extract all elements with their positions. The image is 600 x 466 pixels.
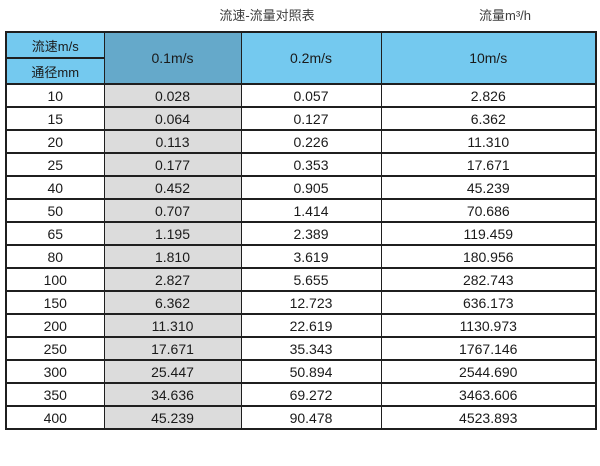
velocity-column-header: 10m/s (380, 31, 597, 85)
flow-value-cell: 636.173 (380, 290, 597, 315)
diameter-cell: 20 (5, 129, 105, 154)
flow-value-cell: 1767.146 (380, 336, 597, 361)
table-row: 50 0.707 1.414 70.686 (5, 198, 597, 223)
table-row: 10 0.028 0.057 2.826 (5, 83, 597, 108)
table-row: 200 11.310 22.619 1130.973 (5, 313, 597, 338)
table-row: 25 0.177 0.353 17.671 (5, 152, 597, 177)
flow-value-cell: 282.743 (380, 267, 597, 292)
flow-value-cell: 6.362 (103, 290, 242, 315)
flow-value-cell: 5.655 (240, 267, 382, 292)
flow-value-cell: 90.478 (240, 405, 382, 430)
flow-value-cell: 1.810 (103, 244, 242, 269)
flow-value-cell: 0.226 (240, 129, 382, 154)
table-title: 流速-流量对照表 (219, 8, 315, 23)
flow-value-cell: 0.064 (103, 106, 242, 131)
corner-diameter-label: 通径mm (5, 57, 105, 85)
flow-value-cell: 0.353 (240, 152, 382, 177)
diameter-cell: 300 (5, 359, 105, 384)
flow-value-cell: 17.671 (380, 152, 597, 177)
flow-value-cell: 0.905 (240, 175, 382, 200)
flow-value-cell: 0.113 (103, 129, 242, 154)
flow-unit-label: 流量m³/h (478, 8, 532, 23)
diameter-cell: 15 (5, 106, 105, 131)
diameter-cell: 10 (5, 83, 105, 108)
flow-value-cell: 12.723 (240, 290, 382, 315)
flow-value-cell: 1.414 (240, 198, 382, 223)
diameter-cell: 150 (5, 290, 105, 315)
flow-value-cell: 0.127 (240, 106, 382, 131)
table-row: 150 6.362 12.723 636.173 (5, 290, 597, 315)
table-row: 80 1.810 3.619 180.956 (5, 244, 597, 269)
flow-value-cell: 2.827 (103, 267, 242, 292)
flow-value-cell: 34.636 (103, 382, 242, 407)
flow-value-cell: 70.686 (380, 198, 597, 223)
flow-value-cell: 2544.690 (380, 359, 597, 384)
diameter-cell: 100 (5, 267, 105, 292)
diameter-cell: 200 (5, 313, 105, 338)
table-row: 65 1.195 2.389 119.459 (5, 221, 597, 246)
corner-velocity-label: 流速m/s (5, 31, 105, 59)
table-row: 15 0.064 0.127 6.362 (5, 106, 597, 131)
table-row: 350 34.636 69.272 3463.606 (5, 382, 597, 407)
flow-value-cell: 4523.893 (380, 405, 597, 430)
diameter-cell: 50 (5, 198, 105, 223)
header-row-bottom: 通径mm (5, 57, 596, 85)
flow-value-cell: 3.619 (240, 244, 382, 269)
flow-value-cell: 50.894 (240, 359, 382, 384)
flow-value-cell: 6.362 (380, 106, 597, 131)
flow-rate-table: 流速m/s 0.1m/s 0.2m/s 10m/s 通径mm 10 0.028 0.… (5, 31, 597, 430)
flow-value-cell: 45.239 (103, 405, 242, 430)
table-row: 100 2.827 5.655 282.743 (5, 267, 597, 292)
table-row: 250 17.671 35.343 1767.146 (5, 336, 597, 361)
velocity-column-header: 0.2m/s (240, 31, 382, 85)
flow-value-cell: 0.707 (103, 198, 242, 223)
table-row: 20 0.113 0.226 11.310 (5, 129, 597, 154)
flow-value-cell: 119.459 (380, 221, 597, 246)
diameter-cell: 80 (5, 244, 105, 269)
flow-value-cell: 1.195 (103, 221, 242, 246)
flow-value-cell: 11.310 (380, 129, 597, 154)
flow-value-cell: 11.310 (103, 313, 242, 338)
diameter-cell: 250 (5, 336, 105, 361)
flow-value-cell: 35.343 (240, 336, 382, 361)
flow-value-cell: 180.956 (380, 244, 597, 269)
flow-value-cell: 0.028 (103, 83, 242, 108)
table-row: 400 45.239 90.478 4523.893 (5, 405, 597, 430)
flow-value-cell: 0.177 (103, 152, 242, 177)
table-header: 流速m/s 0.1m/s 0.2m/s 10m/s 通径mm (5, 31, 597, 85)
flow-value-cell: 25.447 (103, 359, 242, 384)
flow-value-cell: 69.272 (240, 382, 382, 407)
flow-value-cell: 1130.973 (380, 313, 597, 338)
flow-value-cell: 17.671 (103, 336, 242, 361)
diameter-cell: 65 (5, 221, 105, 246)
header-row-top: 流速m/s 0.1m/s 0.2m/s 10m/s (5, 31, 597, 85)
table-row: 40 0.452 0.905 45.239 (5, 175, 597, 200)
flow-value-cell: 0.452 (103, 175, 242, 200)
flow-value-cell: 45.239 (380, 175, 597, 200)
diameter-cell: 40 (5, 175, 105, 200)
flow-value-cell: 0.057 (240, 83, 382, 108)
velocity-column-header: 0.1m/s (103, 31, 242, 85)
flow-value-cell: 2.389 (240, 221, 382, 246)
diameter-cell: 350 (5, 382, 105, 407)
table-body: 10 0.028 0.057 2.826 15 0.064 0.127 6.362 20 0.11… (5, 83, 597, 430)
flow-value-cell: 2.826 (380, 83, 597, 108)
diameter-cell: 25 (5, 152, 105, 177)
table-row: 300 25.447 50.894 2544.690 (5, 359, 597, 384)
flow-value-cell: 3463.606 (380, 382, 597, 407)
diameter-cell: 400 (5, 405, 105, 430)
flow-value-cell: 22.619 (240, 313, 382, 338)
